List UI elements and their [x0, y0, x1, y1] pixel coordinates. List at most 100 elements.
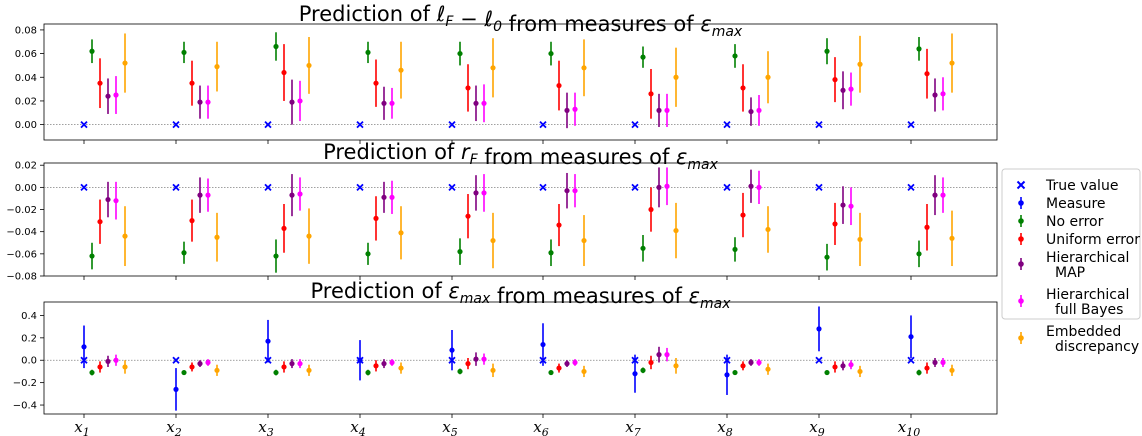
unif-point	[465, 85, 471, 91]
noerr-point	[181, 369, 187, 376]
measure-point	[816, 326, 822, 332]
measure-point	[908, 334, 914, 340]
hmap-point	[381, 361, 387, 367]
panel-1-title: Prediction of ℓF − ℓ0 from measures of ε…	[299, 2, 743, 40]
true-value-marker	[448, 183, 456, 192]
y-tick-label: 0.00	[15, 120, 37, 131]
hfb-point	[113, 357, 119, 363]
unif-point	[924, 224, 930, 230]
emb-point	[581, 65, 587, 71]
panel-2-title: Prediction of rF from measures of εmax	[323, 140, 719, 173]
legend-marker	[1018, 218, 1024, 224]
true-value-marker	[80, 183, 88, 192]
measure-point	[173, 386, 179, 392]
true-value-marker	[172, 183, 180, 192]
hmap-point	[197, 192, 203, 198]
hmap-point	[473, 190, 479, 196]
emb-point	[306, 367, 312, 373]
emb-point	[398, 230, 404, 236]
unif-point	[373, 80, 379, 86]
noerr-point	[824, 369, 830, 376]
true-value-marker	[356, 120, 364, 129]
emb-point	[214, 234, 220, 240]
hmap-point	[564, 188, 570, 194]
unif-point	[97, 364, 103, 370]
noerr-point	[824, 254, 830, 260]
true-value-marker	[631, 183, 639, 192]
true-value-marker	[172, 120, 180, 129]
emb-point	[490, 65, 496, 71]
series-emb	[122, 33, 955, 107]
hfb-point	[205, 99, 211, 105]
noerr-point	[457, 368, 463, 375]
hmap-point	[197, 361, 203, 367]
series-emb	[122, 358, 955, 378]
series-noerr	[89, 32, 922, 68]
unif-point	[189, 364, 195, 370]
x-tick-label: x8	[717, 418, 732, 436]
y-tick-label: −0.02	[6, 205, 37, 216]
emb-point	[214, 64, 220, 70]
hfb-point	[664, 183, 670, 189]
x-tick-label: x3	[258, 418, 273, 436]
hfb-point	[297, 191, 303, 197]
x-tick-label: x6	[533, 418, 548, 436]
true-value-marker	[631, 120, 639, 129]
true-value-marker	[907, 356, 915, 364]
measure-point	[449, 347, 455, 353]
hmap-point	[656, 107, 662, 114]
unif-point	[832, 77, 838, 83]
legend-label: No error	[1046, 214, 1104, 230]
x-tick-label: x7	[625, 418, 640, 436]
unif-point	[740, 212, 746, 218]
hmap-point	[473, 100, 479, 106]
hmap-point	[932, 92, 938, 98]
panel-2-frame	[43, 162, 998, 277]
series-hmap	[105, 346, 938, 371]
series-unif	[97, 187, 930, 253]
measure-point	[357, 357, 363, 363]
hmap-point	[840, 87, 846, 93]
series-measure	[81, 306, 914, 411]
y-tick-label: 0.4	[21, 311, 37, 322]
legend-marker	[1018, 298, 1024, 304]
hmap-point	[289, 99, 295, 105]
y-tick-label: −0.06	[6, 249, 37, 260]
true-value-marker	[172, 356, 180, 364]
hmap-point	[473, 356, 479, 362]
measure-point	[632, 371, 638, 377]
noerr-point	[732, 369, 738, 376]
hmap-point	[748, 108, 754, 115]
noerr-point	[457, 50, 463, 57]
emb-point	[673, 363, 679, 369]
noerr-point	[365, 369, 371, 376]
unif-point	[648, 206, 654, 213]
panel-3-title: Prediction of εmax from measures of εmax	[310, 279, 731, 312]
panel-3-frame	[43, 301, 998, 415]
unif-point	[373, 363, 379, 369]
y-tick-label: −0.04	[6, 227, 37, 238]
true-value-marker	[723, 183, 731, 192]
hfb-point	[756, 107, 762, 114]
noerr-point	[273, 369, 279, 376]
legend-entry-unif: Uniform error	[1018, 232, 1140, 248]
emb-point	[857, 368, 863, 375]
hmap-point	[656, 352, 662, 358]
noerr-point	[548, 250, 554, 256]
unif-point	[465, 213, 471, 219]
legend-label: Uniform error	[1046, 232, 1140, 248]
unif-point	[556, 222, 562, 228]
hfb-point	[572, 359, 578, 366]
series-unif	[97, 44, 930, 119]
emb-point	[398, 67, 404, 73]
true-value-marker	[539, 183, 547, 192]
hfb-point	[113, 198, 119, 204]
unif-point	[556, 365, 562, 371]
hfb-point	[205, 192, 211, 198]
true-value-marker	[80, 120, 88, 129]
y-tick-label: 0.08	[15, 25, 37, 36]
noerr-point	[732, 53, 738, 59]
hmap-point	[840, 363, 846, 369]
noerr-point	[548, 50, 554, 57]
y-tick-label: 0.06	[15, 49, 37, 60]
